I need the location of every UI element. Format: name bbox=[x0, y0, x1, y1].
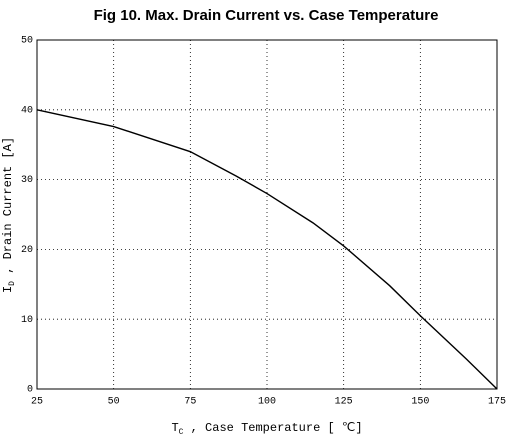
y-tick-label: 50 bbox=[21, 36, 33, 47]
x-tick-label: 100 bbox=[258, 397, 276, 408]
x-tick-label: 150 bbox=[411, 397, 429, 408]
chart-title: Fig 10. Max. Drain Current vs. Case Temp… bbox=[94, 7, 439, 24]
y-tick-label: 20 bbox=[21, 245, 33, 256]
y-label-text: , Drain Current [A] bbox=[1, 137, 15, 281]
y-label-symbol: I bbox=[1, 286, 15, 293]
x-label-subscript: C bbox=[179, 428, 184, 437]
x-label-symbol: T bbox=[171, 421, 178, 435]
y-tick-label: 0 bbox=[27, 385, 33, 396]
x-label-text: , Case Temperature [ ℃] bbox=[183, 421, 362, 435]
x-tick-label: 75 bbox=[184, 397, 196, 408]
y-tick-label: 30 bbox=[21, 175, 33, 186]
y-tick-label: 40 bbox=[21, 105, 33, 116]
plot-frame bbox=[36, 39, 498, 390]
y-tick-label: 10 bbox=[21, 315, 33, 326]
x-tick-label: 175 bbox=[488, 397, 506, 408]
y-axis-label: ID , Drain Current [A] bbox=[1, 137, 17, 293]
x-tick-label: 125 bbox=[335, 397, 353, 408]
x-tick-label: 50 bbox=[108, 397, 120, 408]
y-label-subscript: D bbox=[8, 281, 17, 286]
data-line bbox=[36, 109, 498, 390]
x-tick-label: 25 bbox=[31, 397, 43, 408]
x-axis-label: TC , Case Temperature [ ℃] bbox=[171, 421, 362, 437]
